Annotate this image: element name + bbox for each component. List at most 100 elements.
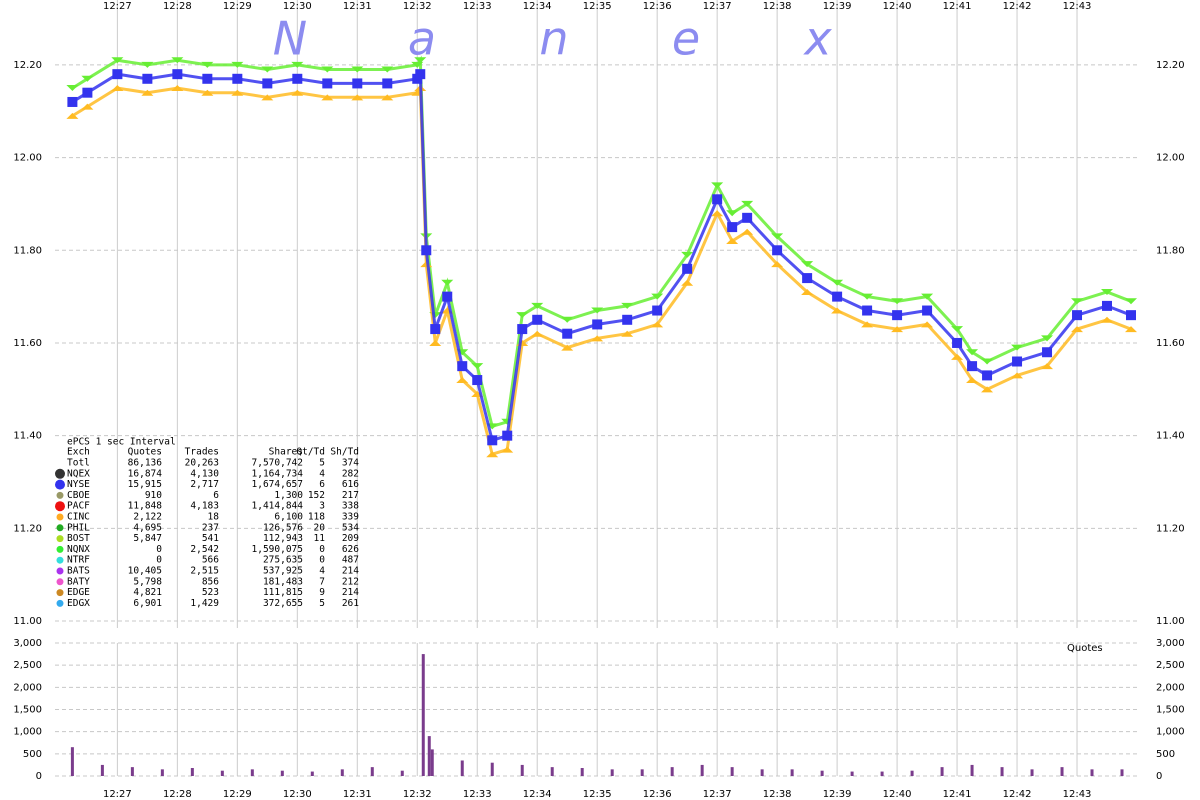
quote-marker bbox=[322, 78, 333, 89]
table-cell: 20 bbox=[314, 522, 326, 533]
y-tick-label: 11.40 bbox=[1156, 431, 1185, 442]
quote-marker bbox=[802, 273, 813, 284]
quote-marker bbox=[1011, 372, 1024, 379]
quote-marker bbox=[456, 377, 469, 384]
table-cell: 261 bbox=[342, 598, 359, 609]
table-cell: 1,300 bbox=[274, 490, 303, 501]
table-cell: BATS bbox=[67, 566, 90, 577]
x-tick-label: 12:37 bbox=[703, 1, 732, 12]
exchange-swatch bbox=[55, 501, 65, 512]
table-cell: 5 bbox=[319, 458, 325, 469]
quote-marker bbox=[516, 312, 529, 319]
quote-marker bbox=[561, 344, 574, 351]
y-tick-label: 11.60 bbox=[13, 338, 42, 349]
quote-marker bbox=[966, 377, 979, 384]
quote-marker bbox=[652, 305, 663, 316]
quote-marker bbox=[681, 251, 694, 258]
y-tick-label: 1,500 bbox=[13, 705, 42, 716]
volume-bar bbox=[1090, 769, 1094, 776]
volume-bar bbox=[520, 764, 524, 776]
table-cell: 626 bbox=[342, 544, 359, 555]
quote-marker bbox=[430, 324, 441, 335]
quote-marker bbox=[202, 73, 213, 84]
quote-marker bbox=[1125, 326, 1138, 333]
x-tick-label: 12:36 bbox=[643, 1, 672, 12]
quote-marker bbox=[982, 370, 993, 381]
table-cell: 541 bbox=[202, 533, 219, 544]
quote-marker bbox=[532, 314, 543, 325]
y-tick-label: 12.20 bbox=[1156, 60, 1185, 71]
x-tick-label: 12:32 bbox=[403, 789, 432, 800]
quote-marker bbox=[141, 89, 154, 96]
quote-marker bbox=[501, 446, 514, 453]
quote-marker bbox=[352, 78, 363, 89]
quote-marker bbox=[1102, 300, 1113, 311]
table-cell: CINC bbox=[67, 512, 90, 523]
table-cell: 11,848 bbox=[128, 501, 163, 512]
volume-bar bbox=[310, 771, 314, 776]
table-cell: 6,100 bbox=[274, 512, 303, 523]
quote-marker bbox=[487, 435, 498, 446]
quote-marker bbox=[201, 61, 214, 68]
quote-marker bbox=[382, 78, 393, 89]
exchange-swatch bbox=[56, 556, 64, 564]
table-cell: 18 bbox=[208, 512, 220, 523]
quote-marker bbox=[171, 57, 184, 64]
x-tick-label: 12:31 bbox=[343, 789, 372, 800]
quote-marker bbox=[922, 305, 933, 316]
volume-bar bbox=[850, 771, 854, 776]
y-tick-label: 11.00 bbox=[13, 616, 42, 627]
x-tick-label: 12:42 bbox=[1003, 1, 1032, 12]
quote-marker bbox=[726, 210, 739, 217]
table-cell: 2,122 bbox=[133, 512, 162, 523]
volume-bar bbox=[130, 767, 134, 776]
quote-marker bbox=[711, 210, 724, 217]
x-tick-label: 12:35 bbox=[583, 789, 612, 800]
table-cell: NQEX bbox=[67, 468, 90, 479]
table-cell: NQNX bbox=[67, 544, 90, 555]
quote-marker bbox=[1101, 316, 1114, 323]
volume-bar bbox=[340, 769, 344, 776]
table-cell: 4,695 bbox=[133, 522, 162, 533]
table-cell: 4,130 bbox=[190, 468, 219, 479]
y-tick-label: 11.80 bbox=[1156, 245, 1185, 256]
table-cell: 2,515 bbox=[190, 566, 219, 577]
table-cell: Totl bbox=[67, 458, 90, 469]
quote-marker bbox=[421, 245, 432, 256]
quote-marker bbox=[681, 279, 694, 286]
quote-marker bbox=[921, 293, 934, 300]
table-cell: 339 bbox=[342, 512, 359, 523]
table-header: Trades bbox=[185, 447, 219, 458]
quote-marker bbox=[502, 430, 513, 441]
watermark: a bbox=[408, 12, 436, 66]
quote-marker bbox=[966, 349, 979, 356]
quote-marker bbox=[531, 330, 544, 337]
volume-bar bbox=[760, 769, 764, 776]
y-tick-label: 1,000 bbox=[13, 727, 42, 738]
table-cell: 487 bbox=[342, 555, 359, 566]
quote-marker bbox=[1072, 310, 1083, 321]
exchange-swatch bbox=[56, 491, 64, 499]
table-header: Quotes bbox=[128, 447, 162, 458]
x-tick-label: 12:27 bbox=[103, 1, 132, 12]
table-cell: 2,717 bbox=[190, 479, 219, 490]
table-cell: 7 bbox=[319, 576, 325, 587]
table-cell: 237 bbox=[202, 522, 219, 533]
x-tick-label: 12:35 bbox=[583, 1, 612, 12]
y-tick-label: 11.20 bbox=[1156, 523, 1185, 534]
quote-marker bbox=[1012, 356, 1023, 367]
volume-bar bbox=[280, 770, 284, 776]
quote-marker bbox=[66, 112, 79, 119]
quote-marker bbox=[981, 358, 994, 365]
volume-bar bbox=[460, 760, 464, 776]
table-title: ePCS 1 sec Interval bbox=[67, 437, 176, 448]
volume-bar bbox=[670, 767, 674, 776]
x-tick-label: 12:38 bbox=[763, 1, 792, 12]
table-cell: EDGE bbox=[67, 587, 90, 598]
table-cell: 1,590,075 bbox=[252, 544, 303, 555]
quote-marker bbox=[291, 89, 304, 96]
x-tick-label: 12:34 bbox=[523, 789, 552, 800]
table-cell: 111,815 bbox=[263, 587, 303, 598]
x-tick-label: 12:40 bbox=[883, 1, 912, 12]
